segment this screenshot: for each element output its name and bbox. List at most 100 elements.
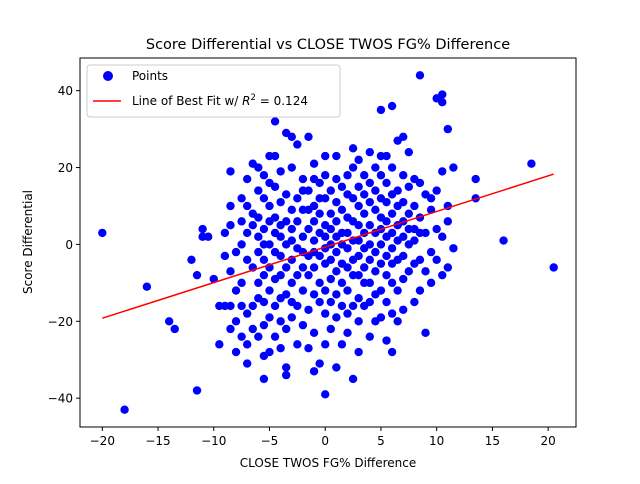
data-point <box>304 186 313 195</box>
data-point <box>438 167 447 176</box>
data-point <box>376 313 386 322</box>
x-tick-label: −20 <box>90 434 115 448</box>
data-point <box>399 251 408 261</box>
data-point <box>326 255 335 264</box>
data-point <box>309 328 319 338</box>
data-point <box>265 201 274 211</box>
y-axis-ticks: −40 −20 0 20 40 <box>48 84 80 406</box>
data-point <box>387 244 397 253</box>
data-point <box>326 209 335 218</box>
data-point <box>443 263 453 272</box>
legend-fit-label-exponent: 2 <box>251 93 256 103</box>
data-point <box>276 344 285 353</box>
data-point <box>231 286 241 295</box>
data-point <box>276 317 285 326</box>
data-point <box>438 232 447 241</box>
data-point <box>304 344 313 353</box>
data-point <box>242 309 252 318</box>
data-point <box>293 140 302 149</box>
legend-fit-label: Line of Best Fit w/ R2 = 0.124 <box>132 93 308 108</box>
data-point <box>242 228 252 238</box>
data-point <box>399 232 408 241</box>
legend-points-label: Points <box>132 69 168 83</box>
data-point <box>399 197 408 207</box>
data-point <box>315 359 324 368</box>
data-point <box>265 313 274 322</box>
data-point <box>371 205 380 215</box>
data-point <box>315 209 324 218</box>
data-point <box>248 301 257 311</box>
data-point <box>399 274 408 284</box>
data-point <box>298 174 308 184</box>
data-point <box>415 255 425 264</box>
data-point <box>354 251 363 261</box>
data-point <box>259 270 269 280</box>
y-tick-label: 0 <box>65 238 73 252</box>
chart-title: Score Differential vs CLOSE TWOS FG% Dif… <box>146 37 510 53</box>
data-point <box>371 163 380 172</box>
data-point <box>254 232 263 241</box>
data-point <box>337 205 347 215</box>
data-point <box>332 217 341 226</box>
data-point <box>321 171 330 180</box>
data-point <box>254 278 263 288</box>
data-point <box>170 324 179 334</box>
data-point <box>309 367 319 376</box>
data-point <box>354 221 363 230</box>
data-point <box>321 390 330 399</box>
data-point <box>226 324 235 334</box>
data-point <box>354 270 363 280</box>
data-point <box>443 124 453 134</box>
data-point <box>399 305 408 314</box>
data-point <box>282 263 291 272</box>
data-point <box>337 340 347 349</box>
data-point <box>387 228 397 238</box>
data-point <box>410 236 419 245</box>
data-point <box>337 301 347 311</box>
data-point <box>387 101 397 111</box>
data-point <box>276 232 285 241</box>
data-point <box>354 201 363 211</box>
data-point <box>259 320 269 330</box>
x-tick-label: 10 <box>429 434 444 448</box>
data-point <box>371 186 380 195</box>
data-point <box>220 228 230 238</box>
x-tick-label: 20 <box>540 434 555 448</box>
data-point <box>326 224 335 234</box>
data-point <box>321 194 330 203</box>
data-point <box>242 359 252 368</box>
data-point <box>354 182 363 191</box>
data-point <box>276 197 285 207</box>
data-point <box>426 278 436 288</box>
data-point <box>332 267 341 276</box>
data-point <box>426 194 436 203</box>
y-tick-label: −40 <box>48 392 73 406</box>
data-point <box>304 224 313 234</box>
data-point <box>382 251 391 261</box>
data-point <box>287 236 296 245</box>
data-point <box>399 171 408 180</box>
data-point <box>354 294 363 303</box>
data-point <box>237 301 246 311</box>
data-point <box>348 163 358 172</box>
data-point <box>365 255 374 264</box>
data-point <box>248 221 257 230</box>
data-point <box>404 147 414 157</box>
data-point <box>315 297 324 307</box>
y-tick-label: −20 <box>48 315 73 329</box>
data-point <box>231 317 241 326</box>
data-point <box>265 286 274 295</box>
data-point <box>354 236 363 245</box>
data-point <box>332 174 341 184</box>
data-point <box>270 182 280 191</box>
data-point <box>382 217 391 226</box>
data-point <box>410 201 419 211</box>
data-point <box>293 217 302 226</box>
data-point <box>382 178 391 188</box>
data-point <box>382 270 391 280</box>
data-point <box>438 90 447 99</box>
data-point <box>354 347 363 357</box>
data-point <box>376 240 386 249</box>
data-point <box>360 209 369 218</box>
data-point <box>270 151 280 161</box>
